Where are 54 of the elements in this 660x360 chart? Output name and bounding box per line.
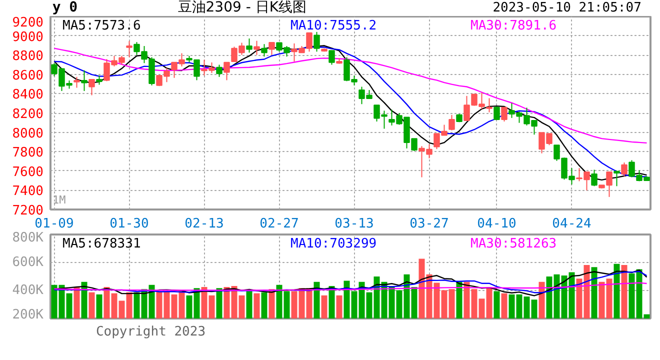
y-tick-label: 7600 (12, 164, 44, 180)
candlestick (96, 75, 102, 86)
text: y 0 (52, 0, 78, 16)
x-tick-label: 04-10 (477, 216, 516, 232)
candlestick (494, 106, 500, 120)
y-tick-label: 7400 (12, 184, 44, 200)
candlestick (74, 76, 80, 88)
y-tick-label: 8800 (12, 49, 44, 64)
candlestick (246, 38, 252, 54)
y-tick-label: 8200 (12, 107, 44, 122)
y-tick-label: 400K (12, 283, 44, 298)
x-tick-label: 03-27 (410, 216, 449, 232)
candlestick (614, 170, 620, 187)
candlestick (126, 40, 132, 58)
y-tick-label: 7800 (12, 146, 44, 161)
candlestick (486, 98, 492, 113)
text: MA5:678331 (62, 236, 141, 252)
series-label: MA10:7555.2 (290, 18, 377, 34)
y-tick-label: 8000 (12, 126, 44, 142)
text: MA10:703299 (290, 236, 377, 252)
candlestick (328, 50, 335, 66)
y-tick-label: 8400 (12, 88, 44, 103)
x-tick-label: 02-27 (260, 216, 299, 232)
candlestick (254, 40, 260, 56)
text: MA30:581263 (470, 236, 557, 252)
x-tick-label: 01-09 (34, 216, 74, 232)
text: MA30:7891.6 (470, 18, 557, 34)
candlestick (501, 106, 508, 122)
y-tick-label: 9200 (12, 16, 44, 30)
candlestick (224, 62, 230, 81)
x-tick-label: 02-13 (184, 216, 224, 232)
y-tick-label: 800K (12, 230, 44, 246)
y-tick-label: 200K (12, 308, 44, 322)
candlestick (81, 70, 88, 92)
candlestick (88, 79, 95, 96)
candlestick (448, 114, 455, 131)
x-tick-label: 01-30 (110, 216, 149, 232)
x-tick-label: 03-13 (334, 216, 374, 232)
series-label: MA5:7573.6 (62, 18, 141, 34)
chart-subtitle: 2023-05-10 21:05:07 (492, 0, 642, 16)
annotation: 1M (52, 194, 66, 206)
candlestick (268, 42, 275, 56)
y-tick-label: 9000 (12, 30, 44, 45)
y-tick-label: 600K (12, 255, 44, 270)
candlestick (216, 64, 222, 78)
candlestick (591, 169, 598, 187)
candlestick (314, 31, 320, 52)
line-series (54, 48, 648, 144)
x-tick-label: 04-24 (552, 216, 592, 232)
candlestick (621, 162, 628, 177)
text: Copyright 2023 (96, 324, 206, 340)
candlestick (261, 44, 268, 58)
y-tick-label: 7200 (12, 204, 44, 218)
y-tick-label: 8600 (12, 68, 44, 84)
